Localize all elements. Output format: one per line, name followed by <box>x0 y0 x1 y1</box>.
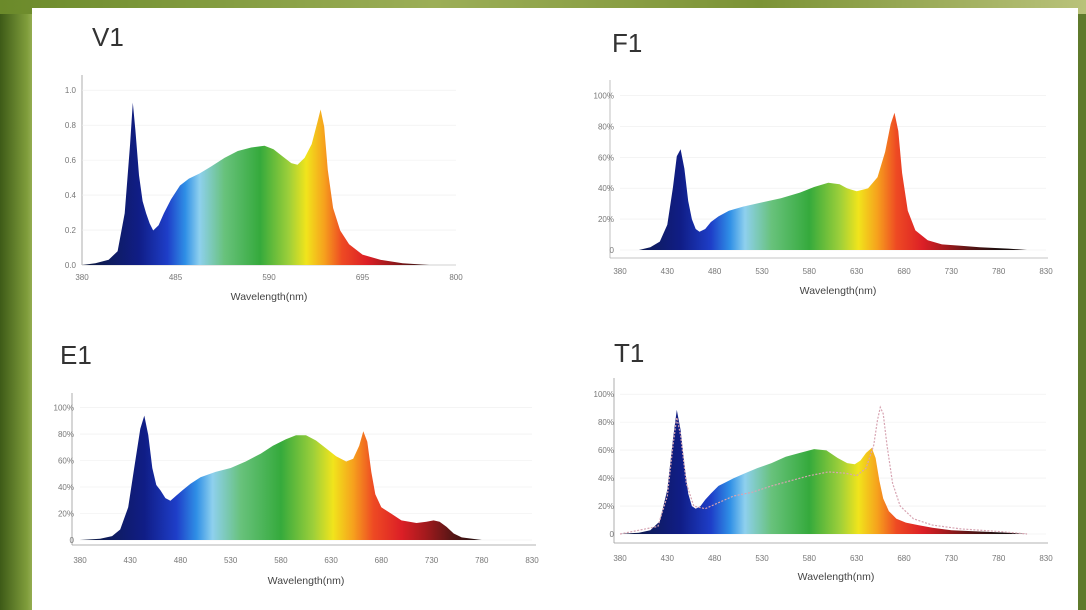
x-tick-label: 780 <box>475 556 489 565</box>
x-tick-label: 580 <box>803 554 817 563</box>
x-tick-label: 680 <box>375 556 389 565</box>
x-tick-label: 680 <box>897 267 911 276</box>
y-tick-label: 40% <box>598 184 614 193</box>
x-tick-label: 630 <box>850 267 864 276</box>
x-tick-label: 680 <box>897 554 911 563</box>
x-tick-label: 430 <box>124 556 138 565</box>
x-tick-label: 580 <box>803 267 817 276</box>
chart-title: E1 <box>60 340 92 370</box>
x-tick-label: 480 <box>174 556 188 565</box>
y-tick-label: 0 <box>610 530 615 539</box>
chart-title: F1 <box>612 28 642 58</box>
chart-title: T1 <box>614 338 644 368</box>
x-axis-label: Wavelength(nm) <box>268 575 345 587</box>
x-tick-label: 380 <box>613 267 627 276</box>
y-tick-label: 100% <box>594 91 614 100</box>
x-tick-label: 530 <box>755 267 769 276</box>
y-tick-label: 100% <box>54 404 74 413</box>
x-tick-label: 530 <box>224 556 238 565</box>
y-tick-label: 0 <box>70 536 75 545</box>
x-tick-label: 530 <box>755 554 769 563</box>
y-tick-label: 80% <box>598 122 614 131</box>
x-tick-label: 480 <box>708 554 722 563</box>
y-tick-label: 40% <box>58 483 74 492</box>
spectrum-area <box>82 102 430 265</box>
x-tick-label: 830 <box>1039 554 1053 563</box>
spectrum-area <box>80 415 502 540</box>
y-tick-label: 20% <box>58 510 74 519</box>
x-tick-label: 780 <box>992 267 1006 276</box>
y-tick-label: 0.2 <box>65 226 77 235</box>
x-tick-label: 380 <box>75 273 89 282</box>
x-tick-label: 430 <box>661 267 675 276</box>
x-tick-label: 590 <box>262 273 276 282</box>
y-tick-label: 0.0 <box>65 261 77 270</box>
x-axis-label: Wavelength(nm) <box>798 571 875 583</box>
x-tick-label: 630 <box>850 554 864 563</box>
x-tick-label: 730 <box>945 267 959 276</box>
x-tick-label: 380 <box>613 554 627 563</box>
x-tick-label: 830 <box>1039 267 1053 276</box>
reference-spectrum-line <box>619 405 1028 535</box>
x-tick-label: 485 <box>169 273 183 282</box>
spectrum-area <box>638 112 1028 250</box>
chart-title: V1 <box>92 22 124 52</box>
y-tick-label: 60% <box>58 457 74 466</box>
x-tick-label: 430 <box>661 554 675 563</box>
x-tick-label: 730 <box>945 554 959 563</box>
chart-f1: F1 Wavelength(nm) 0 20% 40% 60% 80% 100% 380 43… <box>594 28 1054 297</box>
y-tick-label: 0.4 <box>65 191 77 200</box>
y-tick-label: 1.0 <box>65 86 77 95</box>
y-tick-label: 60% <box>598 153 614 162</box>
chart-t1: T1 Wavelength(nm) 0 20% 40% 60% 80% 100% 380 43… <box>594 338 1054 583</box>
y-tick-label: 80% <box>58 430 74 439</box>
chart-e1: E1 Wavelength(nm) 0 20% 40% 60% 80% 100% 380 43… <box>54 340 540 587</box>
x-tick-label: 800 <box>449 273 463 282</box>
y-tick-label: 100% <box>594 390 614 399</box>
chart-v1: V1 Wavelength(nm) 0.0 0.2 0.4 0.6 0.8 1.0 380 4… <box>65 22 463 303</box>
x-tick-label: 730 <box>425 556 439 565</box>
x-tick-label: 580 <box>274 556 288 565</box>
y-tick-label: 0 <box>610 246 615 255</box>
spectrum-area <box>620 409 1028 534</box>
x-tick-label: 380 <box>73 556 87 565</box>
x-axis-label: Wavelength(nm) <box>800 285 877 297</box>
y-tick-label: 20% <box>598 502 614 511</box>
x-tick-label: 830 <box>525 556 539 565</box>
y-tick-label: 0.6 <box>65 156 77 165</box>
y-tick-label: 60% <box>598 446 614 455</box>
x-axis-label: Wavelength(nm) <box>231 291 308 303</box>
x-tick-label: 695 <box>356 273 370 282</box>
y-tick-label: 20% <box>598 215 614 224</box>
y-tick-label: 0.8 <box>65 121 77 130</box>
x-tick-label: 480 <box>708 267 722 276</box>
x-tick-label: 630 <box>324 556 338 565</box>
y-tick-label: 40% <box>598 474 614 483</box>
y-tick-label: 80% <box>598 418 614 427</box>
x-tick-label: 780 <box>992 554 1006 563</box>
